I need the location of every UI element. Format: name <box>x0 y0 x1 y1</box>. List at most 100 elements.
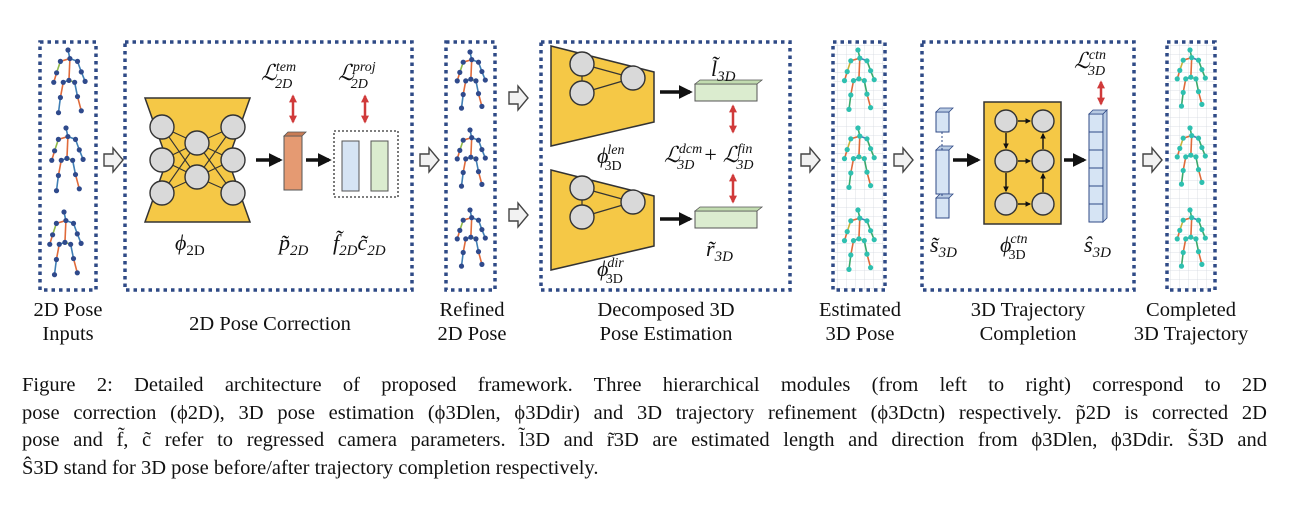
joint <box>475 137 482 143</box>
joint <box>848 136 854 142</box>
joint <box>51 272 58 278</box>
joint <box>56 241 62 247</box>
node <box>994 149 1018 173</box>
joint <box>49 157 55 163</box>
stage-label-decomposed: Decomposed 3D Pose Estimation <box>597 299 735 345</box>
joint <box>861 156 867 162</box>
joint <box>1183 76 1189 82</box>
joint <box>66 77 72 83</box>
phi-ctn-label: ϕctn 3D <box>1000 232 1028 263</box>
joint <box>868 265 874 271</box>
joint <box>80 156 86 162</box>
joint <box>479 68 485 75</box>
node <box>569 51 595 77</box>
joint <box>1187 47 1193 53</box>
joint <box>55 172 62 179</box>
joint <box>467 49 473 55</box>
joint <box>1174 154 1180 160</box>
node <box>184 130 210 156</box>
node <box>569 204 595 230</box>
joint <box>864 169 870 175</box>
bone <box>66 136 69 159</box>
joint <box>457 147 463 153</box>
estimated-skeleton-2 <box>841 125 877 190</box>
joint <box>468 154 474 160</box>
r3d-label: r̃3D <box>706 236 733 265</box>
architecture-diagram: ϕ2D p̃2D f̃2Dc̃2D ℒtem 2D ℒproj 2D l̃3D r̃… <box>38 40 1217 292</box>
joint <box>855 207 861 213</box>
completed-skeletons <box>1174 47 1208 269</box>
joint <box>74 58 81 64</box>
joint <box>844 147 850 153</box>
bone <box>858 136 861 157</box>
joint <box>1180 167 1186 174</box>
joint <box>454 236 460 242</box>
stage-label-trajectory: 3D Trajectory Completion <box>970 299 1086 345</box>
joint <box>460 217 466 223</box>
joint <box>1183 154 1189 160</box>
joint <box>55 136 62 142</box>
refined-skeletons <box>454 49 488 269</box>
estimated-pose-panel <box>831 40 887 292</box>
joint <box>1183 236 1189 242</box>
joint <box>1178 263 1185 269</box>
joint <box>1199 226 1205 233</box>
node <box>220 147 246 173</box>
bone <box>64 220 67 243</box>
r3d-vector-top <box>693 206 764 212</box>
node <box>994 109 1018 133</box>
l3d-vector-top <box>693 79 764 85</box>
stage-label-estimated: Estimated 3D Pose <box>819 299 901 345</box>
joint <box>479 226 485 233</box>
joint <box>467 207 473 213</box>
joint <box>848 170 854 176</box>
joint <box>63 217 69 224</box>
completed-trajectory-grid <box>1167 42 1215 290</box>
trajectory-module-box <box>920 40 1136 292</box>
joint <box>1195 89 1202 95</box>
stage-label-correction: 2D Pose Correction <box>189 313 351 335</box>
flow-arrow-7 <box>1142 146 1163 174</box>
joint <box>1177 145 1183 151</box>
joint <box>479 103 485 109</box>
bone <box>1190 57 1193 78</box>
joint <box>864 218 870 224</box>
joint <box>871 77 877 83</box>
completed-skeleton-3 <box>1174 207 1208 269</box>
bone <box>470 59 473 80</box>
caption-line-4: Ŝ3D stand for 3D pose before/after traje… <box>22 456 599 479</box>
l3d-vector <box>694 83 758 102</box>
joint <box>57 58 64 64</box>
flow-arrow-4 <box>508 201 529 229</box>
joint <box>479 146 485 153</box>
joint <box>1177 67 1183 73</box>
joint <box>850 156 857 162</box>
c2d-vector <box>370 140 389 192</box>
estimated-pose-grid <box>833 42 885 290</box>
flow-arrow-5 <box>800 146 821 174</box>
joint <box>454 156 460 162</box>
joint <box>848 58 854 64</box>
joint <box>65 47 71 53</box>
loss-proj-label: ℒproj 2D <box>338 60 376 92</box>
joint <box>864 91 870 97</box>
phi-len-label: ϕlen 3D <box>597 143 625 174</box>
joint <box>74 93 81 100</box>
joint <box>864 136 870 142</box>
joint <box>53 256 60 263</box>
joint <box>72 171 79 178</box>
joint <box>74 270 80 276</box>
stage-label-input: 2D Pose Inputs <box>33 299 103 345</box>
phi-len-network <box>550 45 655 147</box>
joint <box>460 59 466 65</box>
node <box>620 65 646 91</box>
joint <box>469 215 475 221</box>
joint <box>469 135 475 141</box>
joint <box>1193 154 1199 160</box>
joint <box>1202 235 1208 241</box>
joint <box>1193 236 1199 242</box>
vector-segment <box>935 149 950 195</box>
joint <box>468 234 474 240</box>
vector-cell <box>1088 203 1104 223</box>
vector-cell <box>1088 167 1104 187</box>
